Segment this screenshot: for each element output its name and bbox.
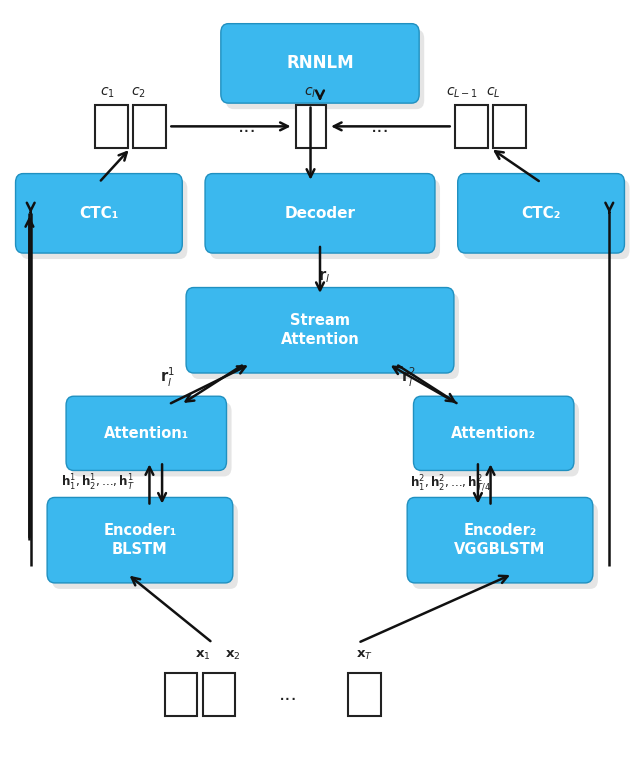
Text: Decoder: Decoder (285, 206, 355, 221)
Text: CTC₂: CTC₂ (522, 206, 561, 221)
Text: $\mathbf{r}_l^2$: $\mathbf{r}_l^2$ (401, 365, 416, 389)
Text: $\mathbf{h}_1^2,\mathbf{h}_2^2,\ldots,\mathbf{h}_{T/4}^2$: $\mathbf{h}_1^2,\mathbf{h}_2^2,\ldots,\m… (410, 473, 491, 493)
FancyBboxPatch shape (71, 402, 232, 477)
Bar (348, 673, 381, 716)
FancyBboxPatch shape (210, 180, 440, 259)
Text: Encoder₁
BLSTM: Encoder₁ BLSTM (103, 523, 177, 557)
Text: $c_{{L-1}}$: $c_{{L-1}}$ (446, 86, 478, 100)
Text: $\mathbf{r}_l$: $\mathbf{r}_l$ (318, 268, 330, 285)
Text: $c_{L}$: $c_{L}$ (486, 86, 501, 100)
Text: $\mathbf{x}_1$: $\mathbf{x}_1$ (195, 650, 211, 662)
Bar (164, 673, 198, 716)
FancyBboxPatch shape (419, 402, 579, 477)
FancyBboxPatch shape (20, 180, 188, 259)
Bar (493, 105, 526, 148)
Bar (202, 673, 236, 716)
FancyBboxPatch shape (47, 497, 233, 583)
Text: CTC₁: CTC₁ (79, 206, 118, 221)
Text: ...: ... (371, 117, 389, 136)
Text: ...: ... (279, 685, 298, 704)
FancyBboxPatch shape (15, 174, 182, 253)
FancyBboxPatch shape (413, 396, 574, 471)
Text: $\mathbf{x}_T$: $\mathbf{x}_T$ (356, 650, 372, 662)
FancyBboxPatch shape (458, 174, 625, 253)
Text: $c_{l}$: $c_{l}$ (305, 86, 317, 100)
Text: RNNLM: RNNLM (286, 55, 354, 73)
Text: Attention₂: Attention₂ (451, 426, 536, 441)
FancyBboxPatch shape (226, 30, 424, 109)
Bar (455, 105, 488, 148)
Text: Stream
Attention: Stream Attention (280, 314, 360, 347)
FancyBboxPatch shape (191, 293, 459, 379)
Bar (133, 105, 166, 148)
Text: Attention₁: Attention₁ (104, 426, 189, 441)
Text: $\mathbf{h}_1^1,\mathbf{h}_2^1,\ldots,\mathbf{h}_T^1$: $\mathbf{h}_1^1,\mathbf{h}_2^1,\ldots,\m… (61, 473, 135, 493)
Text: $\mathbf{x}_2$: $\mathbf{x}_2$ (225, 650, 241, 662)
Text: ...: ... (238, 117, 257, 136)
FancyBboxPatch shape (221, 23, 419, 103)
FancyBboxPatch shape (463, 180, 630, 259)
FancyBboxPatch shape (205, 174, 435, 253)
Text: $c_{1}$: $c_{1}$ (100, 86, 115, 100)
Text: Encoder₂
VGGBLSTM: Encoder₂ VGGBLSTM (454, 523, 546, 557)
FancyBboxPatch shape (52, 503, 238, 589)
FancyBboxPatch shape (407, 497, 593, 583)
Text: $c_{2}$: $c_{2}$ (131, 86, 145, 100)
Bar (296, 105, 326, 148)
FancyBboxPatch shape (186, 287, 454, 373)
Bar (95, 105, 128, 148)
FancyBboxPatch shape (412, 503, 598, 589)
FancyBboxPatch shape (66, 396, 227, 471)
Text: $\mathbf{r}_l^1$: $\mathbf{r}_l^1$ (160, 365, 175, 389)
